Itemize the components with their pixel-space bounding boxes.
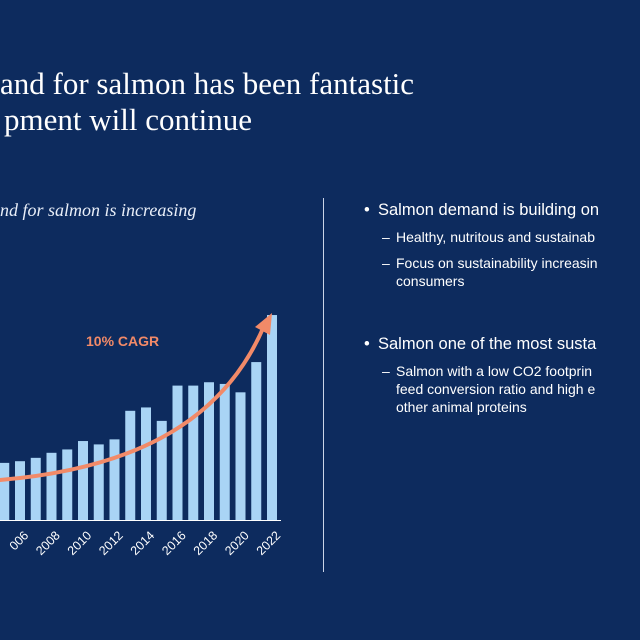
x-tick-label: 2022 <box>254 528 284 558</box>
bullet-1-sub-1-line-1: Healthy, nutritous and sustainab <box>396 229 595 245</box>
bar <box>188 385 199 520</box>
slide-title-line-2: pment will continue <box>4 102 252 137</box>
slide-title: and for salmon has been fantastic pment … <box>0 66 414 138</box>
bar <box>15 461 25 520</box>
bar <box>219 383 230 520</box>
bullet-list: Salmon demand is building on Healthy, nu… <box>364 200 640 416</box>
x-tick-label: 2014 <box>128 528 158 558</box>
bar <box>204 382 214 520</box>
bar <box>109 439 120 520</box>
bar <box>141 407 151 520</box>
slide-title-line-1: and for salmon has been fantastic <box>0 66 415 101</box>
bullet-1-sub-2-line-1: Focus on sustainability increasin <box>396 255 598 271</box>
cagr-annotation: 10% CAGR <box>86 333 159 349</box>
x-tick-label: 2020 <box>222 528 252 558</box>
bullet-1-sub-2-line-2: consumers <box>396 273 465 289</box>
bar <box>172 385 183 520</box>
chart-title: nd for salmon is increasing <box>0 200 197 220</box>
bar <box>30 457 41 520</box>
bullet-2-sub-1-line-1: Salmon with a low CO2 footprin <box>396 363 593 379</box>
bar <box>125 410 136 520</box>
bullet-2: Salmon one of the most susta <box>364 334 640 354</box>
x-tick-label: 006 <box>7 528 32 553</box>
bullet-2-sub-1-line-2: feed conversion ratio and high e <box>396 381 596 397</box>
x-tick-label: 2016 <box>159 528 189 558</box>
bullet-1: Salmon demand is building on <box>364 200 640 220</box>
bar <box>251 362 262 520</box>
x-tick-label: 2008 <box>33 528 63 558</box>
bar <box>62 449 73 520</box>
bar <box>46 452 57 520</box>
bar <box>93 444 104 520</box>
bar <box>78 441 88 520</box>
x-tick-label: 2010 <box>65 528 95 558</box>
bullet-2-sub-1: Salmon with a low CO2 footprin feed conv… <box>364 362 640 416</box>
bullet-group-2: Salmon one of the most susta Salmon with… <box>364 334 640 416</box>
trend-arrow-line <box>0 324 266 482</box>
bullet-1-sub-1: Healthy, nutritous and sustainab <box>364 228 640 246</box>
bar <box>235 392 246 520</box>
bullet-1-sub-2: Focus on sustainability increasin consum… <box>364 254 640 290</box>
column-divider <box>323 198 324 572</box>
bar <box>0 462 10 520</box>
bullet-2-sub-1-line-3: other animal proteins <box>396 399 527 415</box>
x-tick-label: 2018 <box>191 528 221 558</box>
x-tick-label: 2012 <box>96 528 126 558</box>
bar <box>156 420 167 520</box>
bullet-group-1: Salmon demand is building on Healthy, nu… <box>364 200 640 290</box>
trend-arrow-head <box>255 313 272 335</box>
bar <box>267 315 277 520</box>
